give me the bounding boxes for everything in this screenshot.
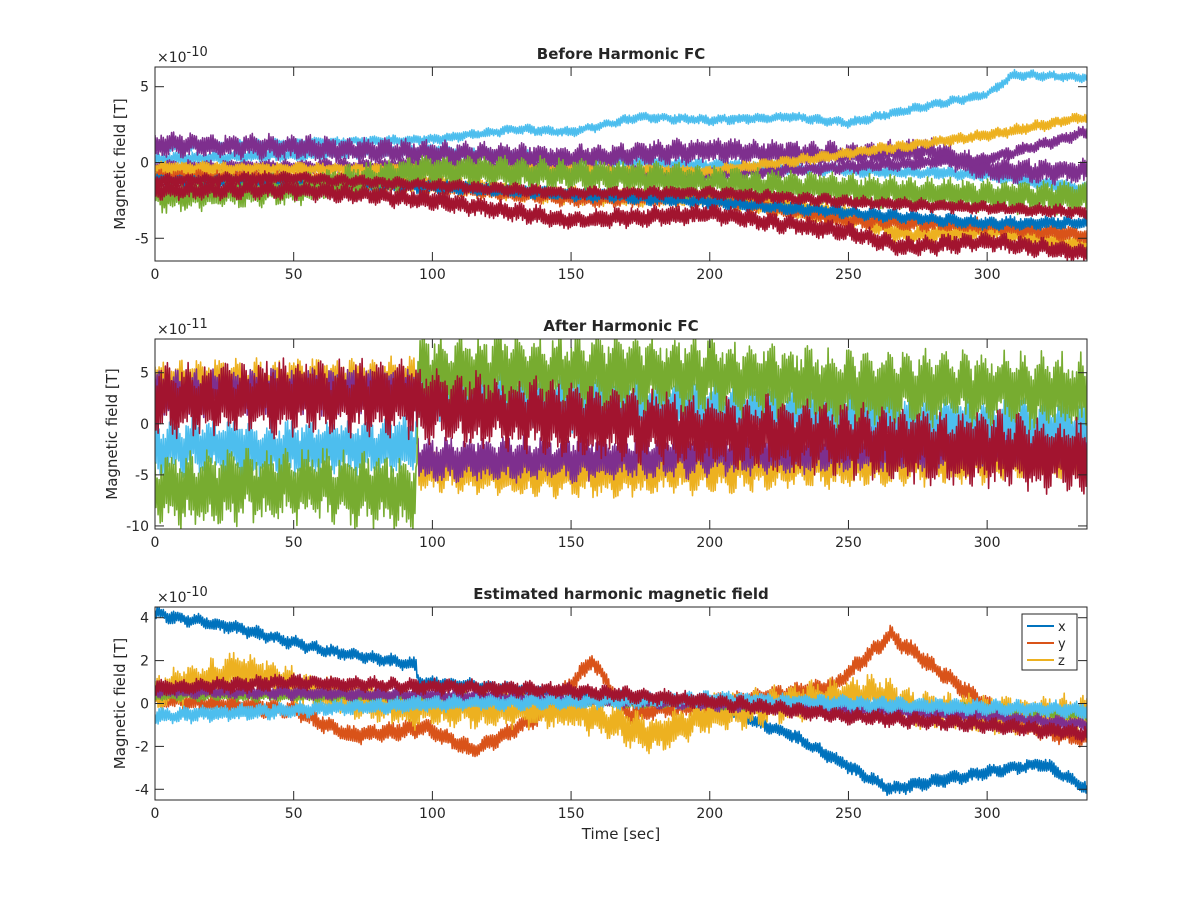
y-axis-label: Magnetic field [T] xyxy=(111,638,129,769)
subplot-2: 0 50 100 150 200 250 300 -10 -5 0 5 ×10-11 After Har… xyxy=(103,317,1088,551)
legend-label-x: x xyxy=(1058,620,1066,635)
y-tick-label: -2 xyxy=(135,739,149,755)
exponent-label: ×10-10 xyxy=(157,45,208,66)
x-tick-label: 50 xyxy=(285,806,303,822)
x-tick-label: 150 xyxy=(558,267,585,283)
x-tick-label: 200 xyxy=(696,267,723,283)
chart-title: Before Harmonic FC xyxy=(537,45,705,63)
y-tick-label: 4 xyxy=(140,611,149,627)
chart-title: Estimated harmonic magnetic field xyxy=(473,585,769,603)
x-tick-label: 100 xyxy=(419,535,446,551)
x-tick-label: 200 xyxy=(696,535,723,551)
x-tick-label: 250 xyxy=(835,535,862,551)
subplot-3: 0 50 100 150 200 250 300 -4 -2 0 2 4 ×10-10 Estimated… xyxy=(111,585,1088,843)
x-tick-label: 100 xyxy=(419,806,446,822)
y-tick-label: 2 xyxy=(140,654,149,670)
x-tick-label: 150 xyxy=(558,806,585,822)
series-line-4 xyxy=(155,339,1087,529)
exponent-power: -10 xyxy=(187,585,208,600)
x-tick-label: 100 xyxy=(419,267,446,283)
y-tick-label: -4 xyxy=(135,782,149,798)
subplot-1: 0 50 100 150 200 250 300 -5 0 5 ×10-10 Before Harmo… xyxy=(111,45,1088,283)
y-tick-label: 0 xyxy=(140,155,149,171)
series-line-5 xyxy=(155,357,1087,495)
x-tick-label: 300 xyxy=(974,806,1001,822)
y-tick-label: 0 xyxy=(140,697,149,713)
y-axis-label: Magnetic field [T] xyxy=(103,368,121,499)
series-group xyxy=(155,607,1087,797)
y-tick-label: 5 xyxy=(140,80,149,96)
y-tick-label: -10 xyxy=(126,519,149,535)
x-tick-label: 250 xyxy=(835,267,862,283)
legend: xyz xyxy=(1021,613,1078,671)
x-tick-label: 0 xyxy=(151,267,160,283)
x-tick-label: 250 xyxy=(835,806,862,822)
axes-box xyxy=(154,66,1088,262)
y-axis-label: Magnetic field [T] xyxy=(111,98,129,229)
exponent-label: ×10-10 xyxy=(157,585,208,606)
y-tick-label: -5 xyxy=(135,468,149,484)
legend-label-y: y xyxy=(1058,637,1066,652)
series-line-9 xyxy=(155,154,1087,216)
x-tick-label: 50 xyxy=(285,535,303,551)
legend-label-z: z xyxy=(1058,654,1065,669)
y-tick-label: 5 xyxy=(140,366,149,382)
exponent-label: ×10-11 xyxy=(157,317,208,338)
x-tick-label: 50 xyxy=(285,267,303,283)
x-tick-label: 200 xyxy=(696,806,723,822)
x-tick-label: 0 xyxy=(151,535,160,551)
series-line-3 xyxy=(155,131,1087,186)
series-group xyxy=(155,68,1087,261)
series-group xyxy=(155,339,1087,529)
axes-box xyxy=(154,338,1088,530)
x-tick-label: 150 xyxy=(558,535,585,551)
x-tick-label: 0 xyxy=(151,806,160,822)
series-line-7 xyxy=(155,673,1087,743)
series-line-10 xyxy=(155,178,1087,261)
y-tick-label: 0 xyxy=(140,417,149,433)
x-tick-label: 300 xyxy=(974,267,1001,283)
chart-title: After Harmonic FC xyxy=(543,317,698,335)
exponent-power: -11 xyxy=(187,317,208,332)
x-axis-label: Time [sec] xyxy=(581,825,660,843)
y-tick-label: -5 xyxy=(135,231,149,247)
x-tick-label: 300 xyxy=(974,535,1001,551)
series-line-11 xyxy=(155,170,1087,220)
exponent-power: -10 xyxy=(187,45,208,60)
